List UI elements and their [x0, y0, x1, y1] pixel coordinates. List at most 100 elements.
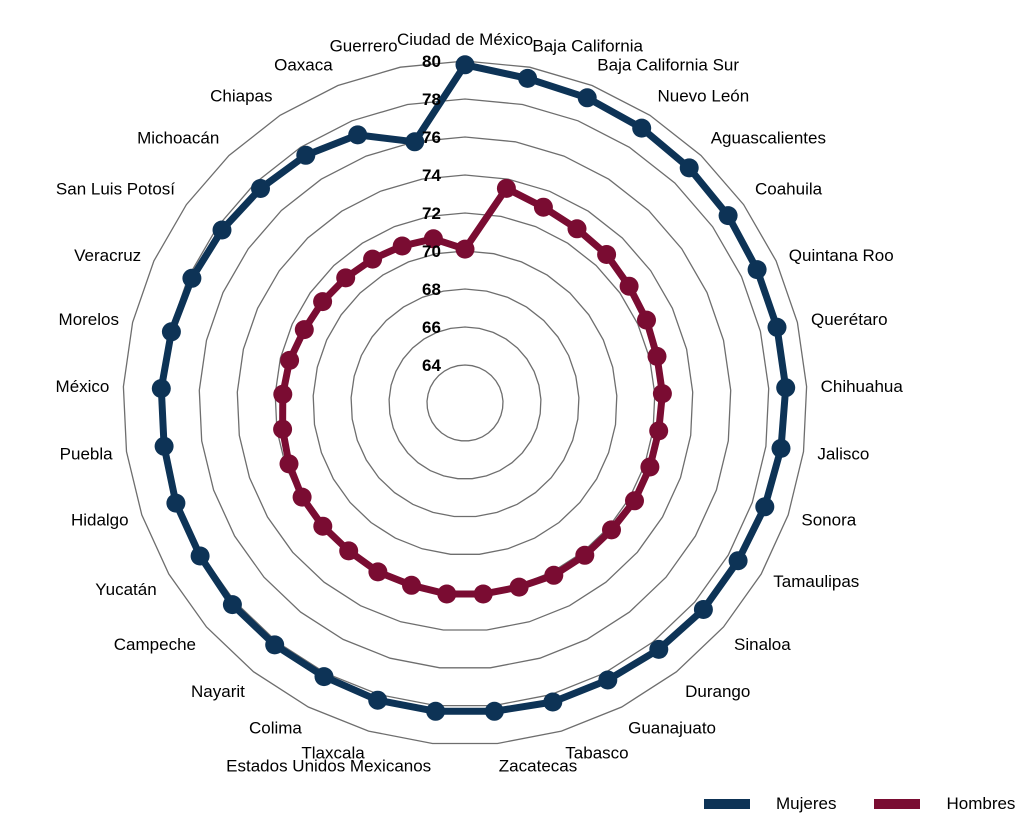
category-label: Hidalgo: [71, 510, 129, 529]
data-point-mujeres: [747, 260, 767, 280]
category-label: Oaxaca: [274, 56, 333, 75]
data-point-hombres: [597, 245, 617, 264]
data-point-mujeres: [154, 436, 174, 456]
tick-label: 70: [422, 242, 441, 261]
data-point-mujeres: [518, 68, 538, 88]
category-label: Aguascalientes: [711, 128, 826, 147]
tick-label: 64: [422, 356, 441, 375]
category-label: Coahuila: [755, 180, 823, 199]
grid-ring-68: [350, 288, 580, 518]
tick-label: 66: [422, 318, 441, 337]
legend-item-hombres: Hombres: [874, 794, 1015, 814]
category-label: México: [56, 377, 110, 396]
grid-ring-76: [198, 136, 732, 669]
data-point-mujeres: [455, 55, 475, 75]
category-label: Guerrero: [330, 36, 398, 55]
tick-label: 68: [422, 280, 441, 299]
data-point-mujeres: [598, 670, 618, 690]
category-label: Campeche: [114, 635, 196, 654]
data-point-hombres: [423, 229, 443, 249]
grid-ring-74: [236, 174, 694, 631]
series-line-mujeres: [157, 61, 790, 715]
category-label: Nuevo León: [658, 87, 750, 106]
data-point-hombres: [602, 520, 621, 540]
tick-label: 80: [422, 52, 441, 71]
tick-label: 76: [422, 128, 441, 147]
legend-swatch-mujeres: [704, 799, 750, 809]
data-point-hombres: [363, 249, 383, 269]
data-point-mujeres: [426, 701, 446, 721]
data-point-hombres: [637, 310, 656, 330]
data-point-hombres: [336, 268, 356, 288]
data-point-mujeres: [728, 551, 748, 571]
category-label: Morelos: [59, 310, 119, 329]
legend-label-hombres: Hombres: [946, 794, 1016, 813]
category-label: Quintana Roo: [789, 246, 894, 265]
data-point-mujeres: [543, 692, 563, 712]
data-point-mujeres: [767, 317, 787, 337]
data-point-hombres: [279, 454, 299, 474]
data-point-hombres: [280, 350, 300, 370]
legend-item-mujeres: Mujeres: [704, 794, 836, 814]
radar-grid: [122, 60, 808, 745]
data-point-hombres: [292, 487, 312, 507]
data-point-mujeres: [693, 600, 713, 619]
data-point-mujeres: [776, 378, 796, 398]
category-label: Sinaloa: [734, 635, 791, 654]
category-label: Chiapas: [210, 87, 272, 106]
grid-ring-80: [122, 60, 808, 745]
category-label: Baja California Sur: [597, 56, 739, 75]
data-point-mujeres: [166, 493, 186, 513]
category-label: Tlaxcala: [301, 744, 365, 763]
category-label: Durango: [685, 682, 750, 701]
data-point-mujeres: [405, 132, 425, 152]
radar-series: [151, 55, 796, 721]
category-label: Tamaulipas: [773, 572, 859, 591]
data-point-mujeres: [190, 546, 210, 566]
data-point-hombres: [625, 491, 644, 511]
data-point-mujeres: [348, 125, 368, 145]
tick-label: 78: [422, 90, 441, 109]
data-point-mujeres: [718, 206, 738, 226]
grid-ring-70: [312, 250, 618, 555]
tick-label: 72: [422, 204, 441, 223]
legend-swatch-hombres: [874, 799, 921, 809]
category-label: Michoacán: [137, 128, 219, 147]
radial-tick-labels: 64 66 68 70 72 74 76 78 80: [422, 52, 441, 375]
data-point-mujeres: [212, 220, 232, 240]
legend-label-mujeres: Mujeres: [776, 794, 837, 813]
data-point-hombres: [567, 219, 587, 239]
series-line-hombres: [279, 184, 666, 598]
data-point-mujeres: [265, 635, 285, 655]
grid-ring-66: [388, 326, 542, 480]
data-point-mujeres: [182, 268, 202, 288]
data-point-mujeres: [577, 88, 597, 108]
data-point-hombres: [455, 239, 475, 259]
data-point-hombres: [496, 178, 516, 198]
data-point-hombres: [640, 457, 660, 477]
category-label: Colima: [249, 718, 302, 737]
grid-ring-64: [426, 364, 504, 442]
category-label: Estados Unidos Mexicanos: [226, 756, 431, 775]
data-point-hombres: [533, 197, 553, 217]
data-point-hombres: [294, 320, 314, 340]
data-point-hombres: [652, 384, 672, 404]
category-label: Chihuahua: [821, 377, 904, 396]
data-point-hombres: [437, 584, 457, 604]
category-label: Baja California: [532, 36, 643, 55]
data-point-hombres: [313, 292, 333, 312]
category-label: Puebla: [60, 445, 113, 464]
category-label: Sonora: [801, 510, 856, 529]
data-point-hombres: [649, 421, 669, 441]
data-point-mujeres: [222, 595, 242, 615]
data-point-mujeres: [484, 701, 504, 721]
category-label: Tabasco: [565, 744, 628, 763]
legend: Mujeres Hombres: [704, 794, 1015, 814]
data-point-mujeres: [251, 179, 270, 198]
data-point-mujeres: [679, 158, 699, 178]
data-point-hombres: [273, 384, 293, 404]
category-label: Jalisco: [817, 445, 869, 464]
data-point-mujeres: [632, 118, 652, 138]
